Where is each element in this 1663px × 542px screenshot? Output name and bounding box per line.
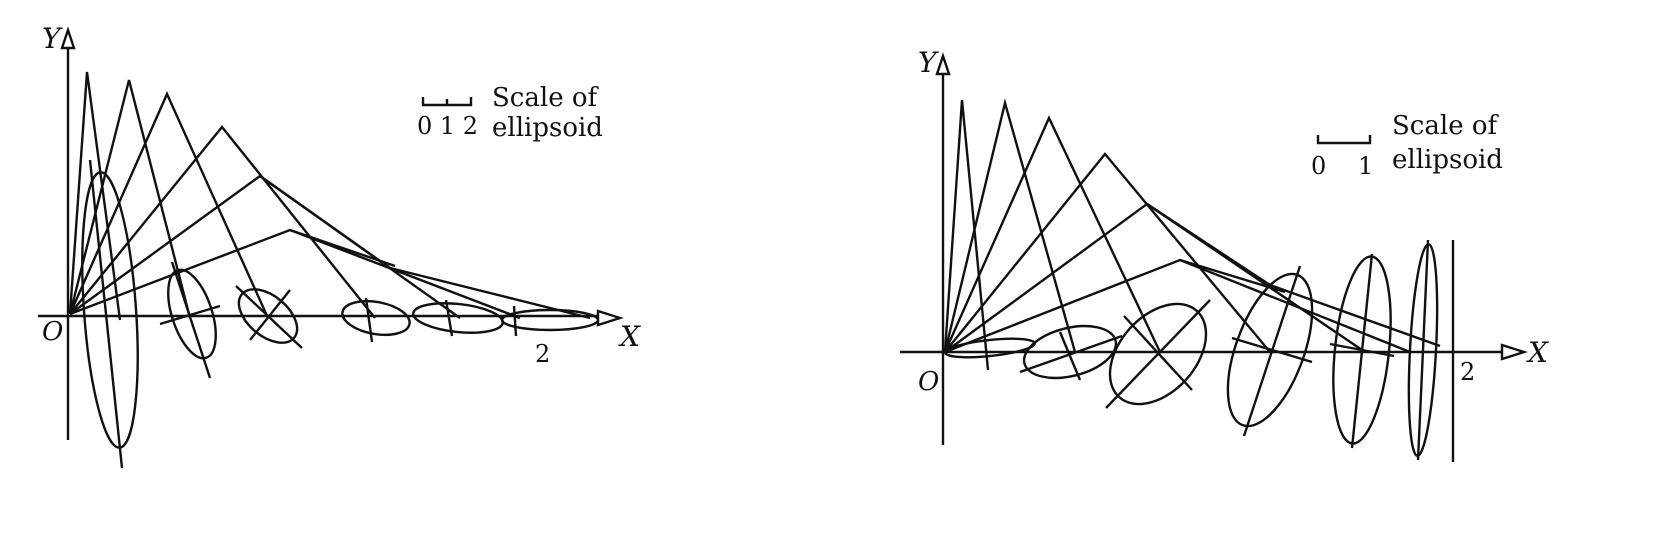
- right-scale-number-1: 1: [1358, 152, 1373, 180]
- left-triangle-6-tail: [259, 175, 391, 269]
- left-ellipse-1-axis: [88, 159, 124, 469]
- left-ellipse-2-minor: [159, 304, 221, 326]
- right-ellipse-6-major: [1416, 239, 1430, 461]
- left-triangle-2: [68, 79, 192, 319]
- left-scale-numbers: 0 1 2: [417, 112, 478, 140]
- right-y-axis-label: Y: [918, 46, 939, 79]
- left-ellipse-5-axis: [444, 299, 454, 337]
- right-triangle-tail-a: [1146, 202, 1271, 287]
- left-ellipse-4: [341, 299, 411, 337]
- left-origin-label: O: [42, 317, 63, 347]
- right-ellipse-4-minor: [1231, 336, 1313, 364]
- right-x-tick-label: 2: [1460, 358, 1475, 386]
- left-x-axis-arrow: [596, 309, 624, 327]
- left-triangle-3: [68, 91, 270, 319]
- right-x-axis-label: X: [1526, 336, 1549, 369]
- left-panel: [38, 26, 624, 469]
- right-scale-number-0: 0: [1311, 152, 1326, 180]
- left-ellipsoids: [81, 159, 600, 469]
- left-ellipse-1: [81, 171, 139, 449]
- right-triangle-2: [943, 98, 1077, 353]
- right-scale-text-line2: ellipsoid: [1392, 145, 1503, 175]
- right-scale-bar: [1316, 135, 1372, 145]
- right-ellipse-3-minor: [1123, 315, 1193, 391]
- left-ray-triangles: [68, 71, 591, 321]
- right-ellipse-2-minor: [1058, 331, 1082, 381]
- left-scale-bar: [421, 97, 473, 107]
- right-ellipse-3: [1108, 302, 1208, 406]
- left-triangle-6-tail-b: [289, 228, 396, 268]
- right-ellipsoids: [944, 239, 1439, 461]
- right-ellipse-5-minor: [1329, 342, 1395, 358]
- left-ellipse-6: [500, 308, 600, 332]
- left-ellipse-4-axis: [364, 297, 374, 343]
- left-scale-text-line2: ellipsoid: [492, 113, 603, 143]
- left-triangle-6: [69, 228, 521, 320]
- right-ellipse-2-major: [1019, 334, 1123, 374]
- right-triangle-4: [944, 152, 1271, 353]
- right-ray-triangles: [943, 98, 1441, 371]
- right-x-axis-arrow: [1500, 343, 1528, 361]
- right-scale-text-line1: Scale of: [1392, 111, 1499, 141]
- right-ellipse-2: [1022, 324, 1118, 380]
- right-triangle-3: [943, 115, 1162, 353]
- left-triangle-1: [68, 71, 122, 321]
- left-ellipse-6-axis: [512, 305, 518, 337]
- right-y-axis-arrow: [935, 52, 951, 76]
- right-triangle-1: [943, 99, 990, 371]
- left-scale-text-line1: Scale of: [492, 83, 599, 113]
- left-triangle-4: [69, 125, 376, 319]
- right-panel: [900, 52, 1528, 462]
- left-y-axis-arrow: [60, 26, 76, 50]
- left-x-axis-label: X: [618, 320, 641, 353]
- left-ellipse-3-minor: [249, 289, 291, 341]
- right-origin-label: O: [918, 367, 939, 397]
- left-ellipse-2-major: [170, 261, 212, 379]
- left-y-axis-label: Y: [42, 22, 63, 55]
- left-x-tick-label: 2: [535, 340, 550, 368]
